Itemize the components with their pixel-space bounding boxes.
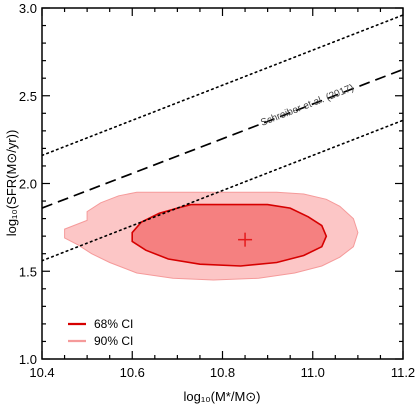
dotted-line-3 [42, 119, 403, 262]
x-tick-label: 10.8 [210, 365, 235, 380]
x-axis-label: log₁₀(M*/M⊙) [183, 389, 260, 404]
ci-regions [64, 191, 359, 281]
y-tick-label: 1.5 [19, 264, 37, 279]
y-axis-label: log₁₀(SFR(M⊙/yr)) [4, 130, 19, 237]
y-tick-label: 2.0 [19, 177, 37, 192]
legend-label: 90% CI [94, 334, 133, 348]
plot-frame [41, 7, 404, 360]
dotted-line-1 [42, 14, 403, 157]
y-tick-label: 3.0 [19, 1, 37, 16]
x-tick-label: 10.4 [29, 365, 54, 380]
region-68-ci [131, 203, 328, 267]
y-tick-label: 1.0 [19, 352, 37, 367]
x-tick-label: 10.6 [120, 365, 145, 380]
schreiber-annotation: Schreiber et al. (2017) [259, 83, 355, 129]
relation-lines [42, 14, 403, 262]
dashed-line-2 [42, 68, 403, 209]
legend-label: 68% CI [94, 317, 133, 331]
x-tick-label: 11.2 [391, 365, 415, 380]
y-tick-label: 2.5 [19, 89, 37, 104]
y-tick-labels: 1.0 1.5 2.0 2.5 3.0 [19, 1, 37, 367]
x-tick-label: 11.0 [301, 365, 325, 380]
axis-ticks [41, 7, 404, 360]
legend: 68% CI 90% CI [68, 317, 133, 348]
x-tick-labels: 10.4 10.6 10.8 11.0 11.2 [29, 365, 415, 380]
best-fit-marker [238, 232, 253, 247]
